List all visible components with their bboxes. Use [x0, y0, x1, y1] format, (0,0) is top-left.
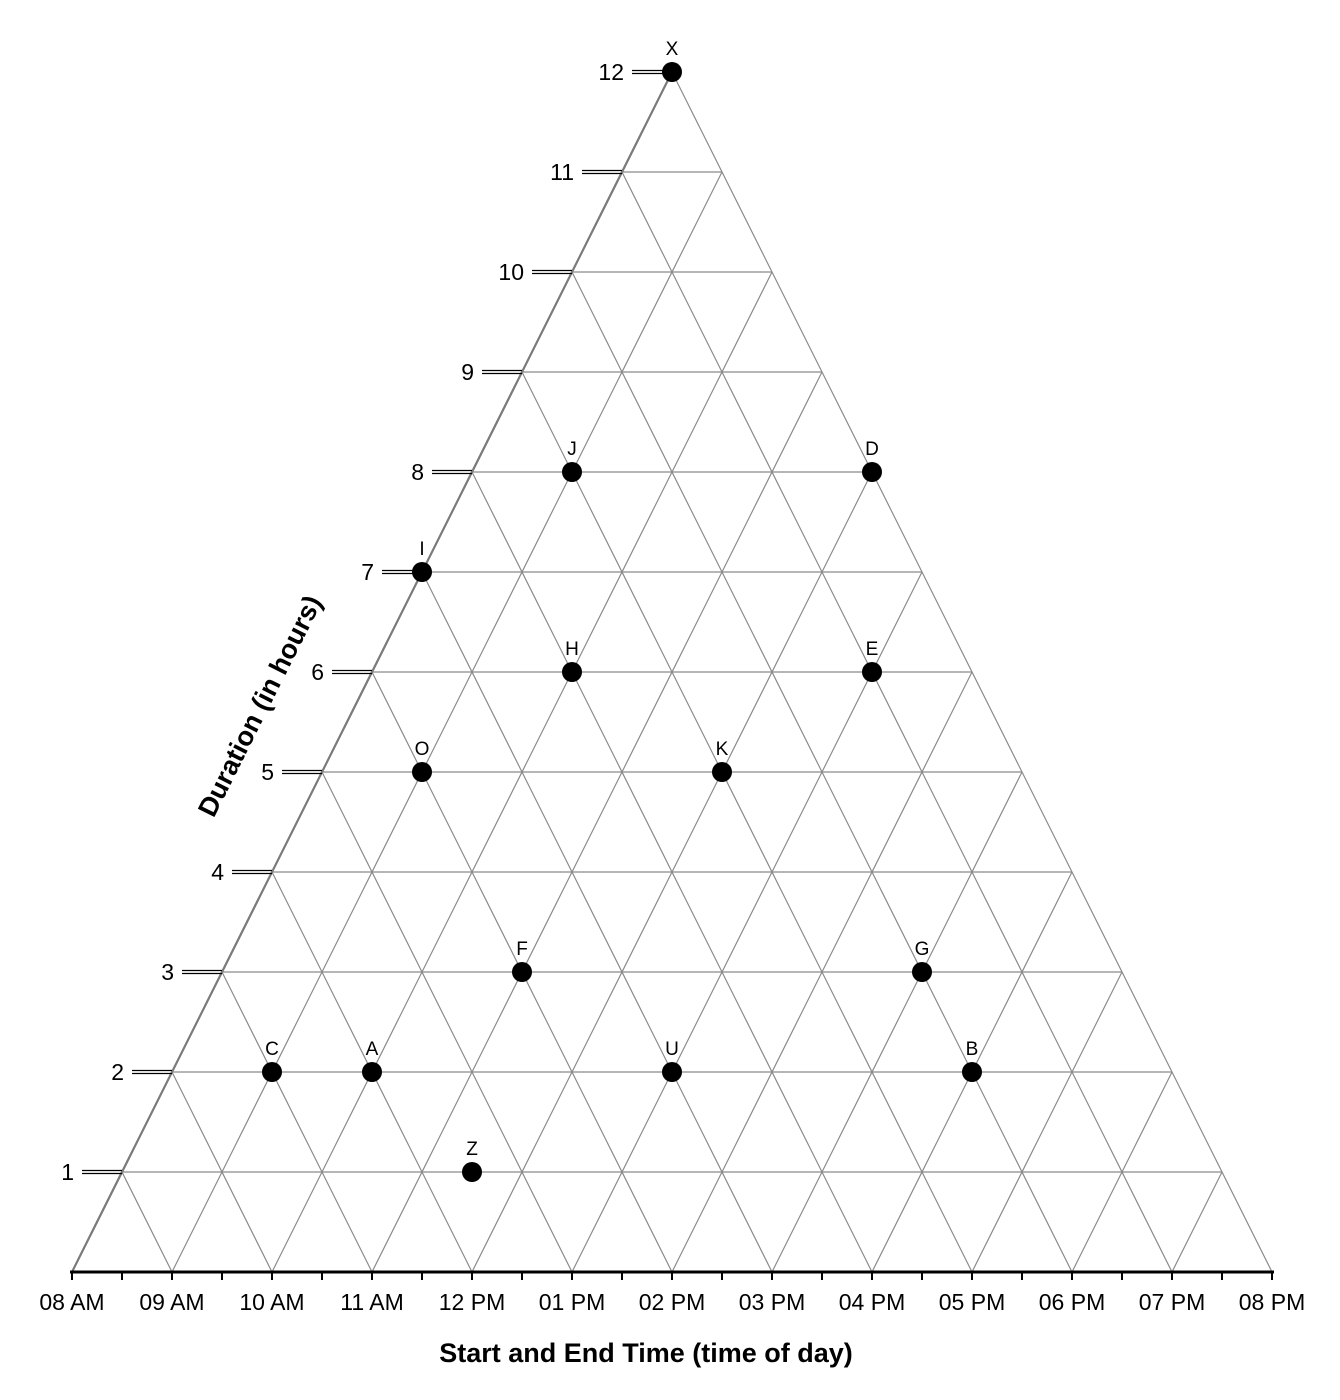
grid-line-start [171, 171, 723, 1273]
x-tick-label: 09 AM [139, 1289, 204, 1315]
y-tick [582, 169, 622, 175]
data-point-x [662, 62, 682, 82]
y-tick-label: 10 [498, 259, 524, 285]
data-point-a [362, 1062, 382, 1082]
data-points: X J D I H E O K F G C A U B Z [262, 39, 982, 1182]
data-point-f [512, 962, 532, 982]
data-label-h: H [565, 639, 579, 660]
x-tick-label: 03 PM [739, 1289, 805, 1315]
data-point-b [962, 1062, 982, 1082]
grid-line-start [371, 371, 823, 1273]
x-tick-label: 04 PM [839, 1289, 905, 1315]
data-label-g: G [915, 939, 930, 960]
data-point-z [462, 1162, 482, 1182]
data-point-g [912, 962, 932, 982]
triangle-right-edge [671, 71, 1273, 1273]
y-tick-label: 11 [550, 159, 574, 185]
grid-line-end [471, 471, 873, 1273]
data-point-o [412, 762, 432, 782]
grid-line-end [421, 571, 773, 1273]
data-label-u: U [665, 1039, 679, 1060]
y-tick-label: 4 [211, 859, 224, 885]
data-label-f: F [516, 939, 528, 960]
grid-line-start [971, 971, 1123, 1273]
y-tick [232, 869, 272, 875]
x-tick-label: 07 PM [1139, 1289, 1205, 1315]
x-tick-label: 01 PM [539, 1289, 605, 1315]
grid-line-end [621, 171, 1173, 1273]
data-label-z: Z [466, 1139, 478, 1160]
y-tick [282, 769, 322, 775]
y-tick [82, 1169, 122, 1175]
grid-line-start [571, 571, 923, 1273]
triangular-grid [121, 71, 1273, 1273]
data-label-x: X [666, 39, 679, 60]
y-tick-label: 3 [161, 959, 174, 985]
grid-line-end [521, 371, 973, 1273]
grid-line-start [771, 771, 1023, 1273]
x-tick-label: 08 AM [39, 1289, 104, 1315]
y-axis-title: Duration (in hours) [192, 591, 328, 822]
x-tick-label: 08 PM [1239, 1289, 1305, 1315]
y-tick-label: 1 [61, 1159, 74, 1185]
grid-line-end [571, 271, 1073, 1273]
y-tick-label: 2 [111, 1059, 124, 1085]
y-tick [182, 969, 222, 975]
data-label-o: O [415, 739, 430, 760]
data-label-j: J [567, 439, 577, 460]
y-tick [482, 369, 522, 375]
data-point-u [662, 1062, 682, 1082]
y-tick-label: 8 [411, 459, 424, 485]
grid-line-end [171, 1071, 273, 1273]
axes: 08 AM 09 AM 10 AM 11 AM 12 PM 01 PM 02 PM 03 PM… [39, 59, 1305, 1315]
x-tick-label: 06 PM [1039, 1289, 1105, 1315]
data-label-i: I [419, 539, 424, 560]
grid-line-start [1171, 1171, 1223, 1273]
grid-line-end [121, 1171, 173, 1273]
x-axis-title: Start and End Time (time of day) [439, 1338, 853, 1368]
y-tick-label: 7 [361, 559, 374, 585]
y-tick-label: 12 [598, 59, 624, 85]
data-label-a: A [366, 1039, 379, 1060]
data-point-k [712, 762, 732, 782]
x-tick-label: 02 PM [639, 1289, 705, 1315]
data-label-c: C [265, 1039, 279, 1060]
x-tick-label: 11 AM [340, 1289, 404, 1315]
y-tick [132, 1069, 172, 1075]
data-point-c [262, 1062, 282, 1082]
x-tick-label: 12 PM [439, 1289, 505, 1315]
data-point-e [862, 662, 882, 682]
data-point-j [562, 462, 582, 482]
y-tick-label: 6 [311, 659, 324, 685]
grid-line-end [221, 971, 373, 1273]
y-axis-line [71, 71, 673, 1273]
data-point-h [562, 662, 582, 682]
data-point-d [862, 462, 882, 482]
data-label-k: K [716, 739, 729, 760]
y-tick [532, 269, 572, 275]
y-tick [332, 669, 372, 675]
data-label-b: B [966, 1039, 979, 1060]
x-tick-label: 05 PM [939, 1289, 1005, 1315]
data-label-d: D [865, 439, 879, 460]
grid-line-end [321, 771, 573, 1273]
y-tick-label: 5 [261, 759, 274, 785]
data-label-e: E [866, 639, 879, 660]
x-tick-label: 10 AM [239, 1289, 304, 1315]
data-point-i [412, 562, 432, 582]
y-tick [432, 469, 472, 475]
y-tick-label: 9 [461, 359, 474, 385]
